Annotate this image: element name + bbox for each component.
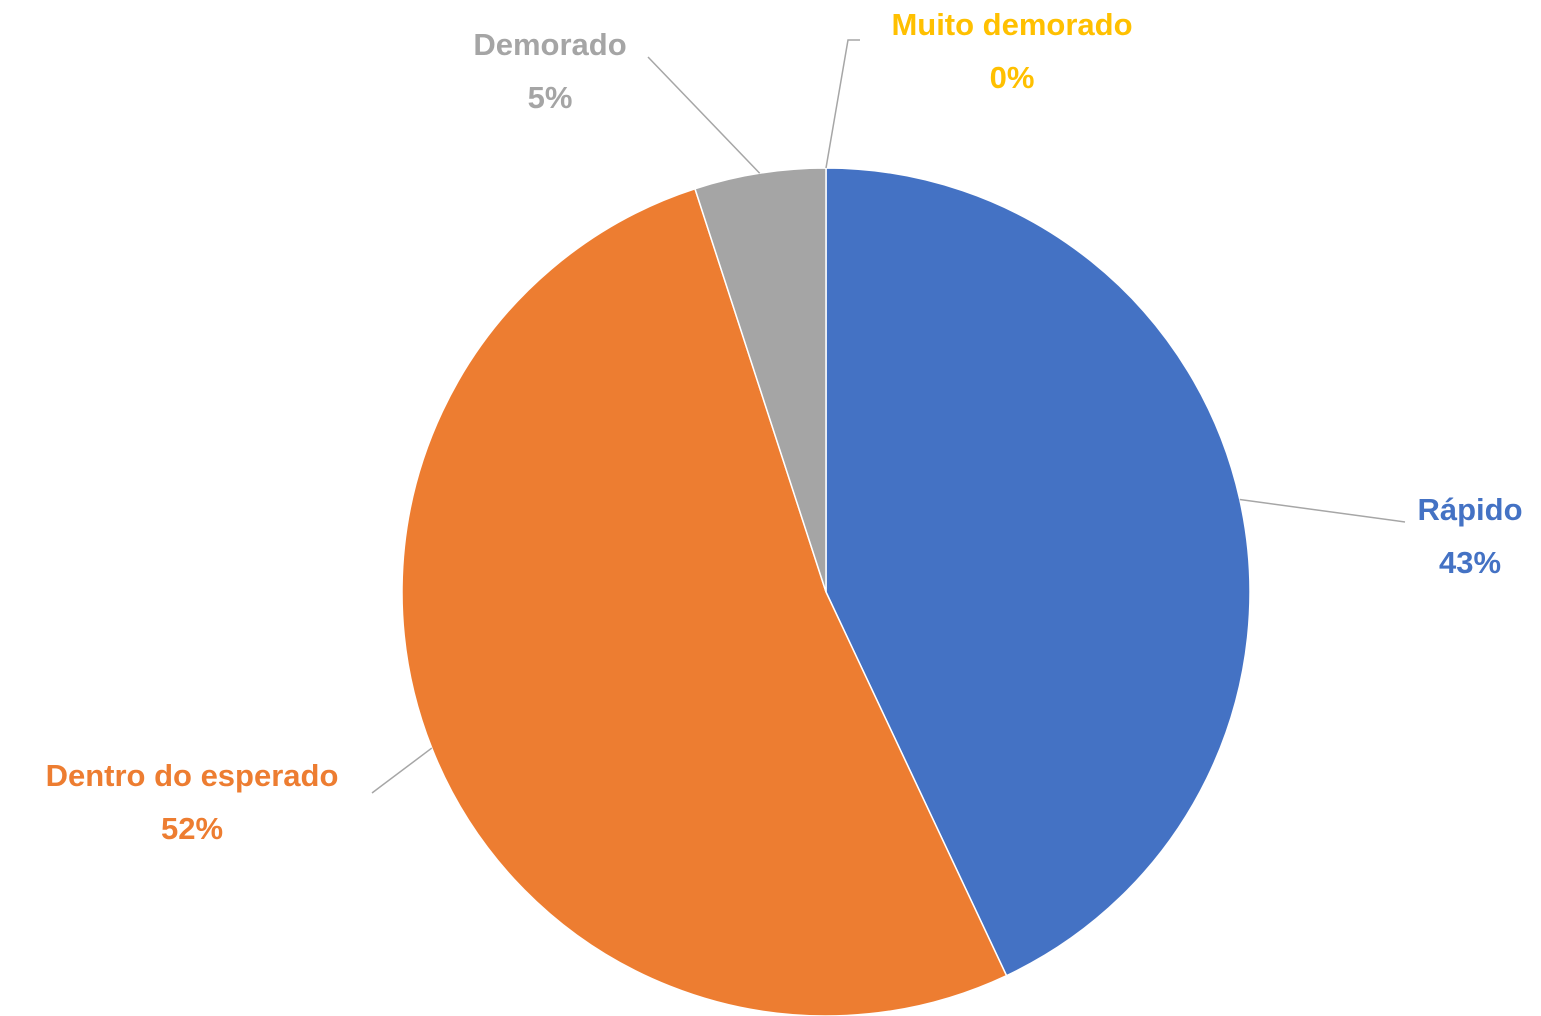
value-label: 43% [1439,545,1501,580]
leader-line [647,56,761,174]
leader-line [825,39,860,169]
value-label: 52% [161,811,223,846]
pie-slice [825,167,1251,977]
value-label: 0% [990,60,1035,95]
slice-label: Rápido [1417,492,1522,527]
value-label: 5% [528,80,573,115]
pie-slice [694,167,827,593]
pie-slice [401,187,1008,1016]
slice-label: Dentro do esperado [46,758,339,793]
slice-label: Muito demorado [891,7,1132,42]
leader-line [1239,498,1406,523]
leader-line [371,747,433,794]
slice-label: Demorado [473,27,626,62]
